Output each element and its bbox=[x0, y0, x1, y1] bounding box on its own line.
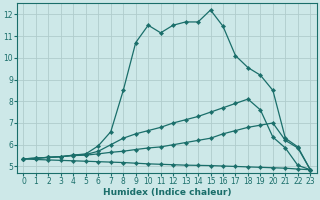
X-axis label: Humidex (Indice chaleur): Humidex (Indice chaleur) bbox=[103, 188, 231, 197]
